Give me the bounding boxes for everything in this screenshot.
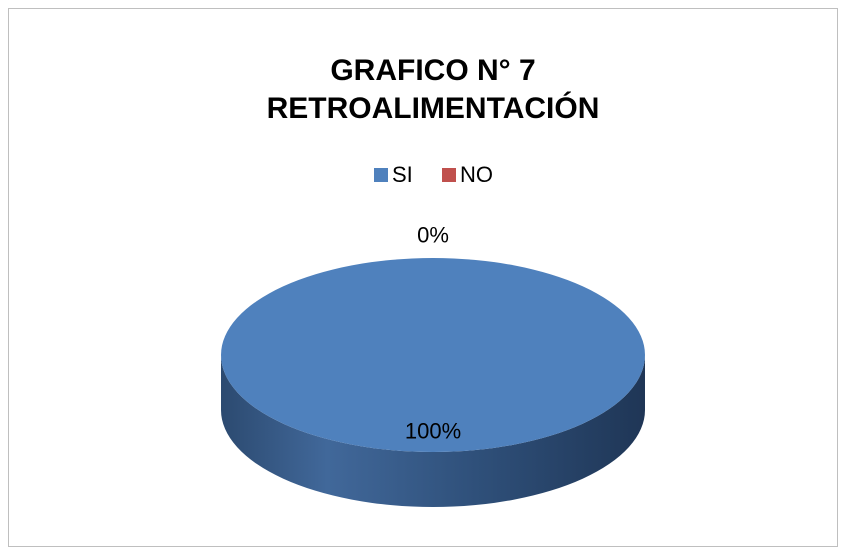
chart-title: GRAFICO N° 7 xyxy=(330,54,535,87)
pie-slice xyxy=(221,258,645,452)
data-label: 100% xyxy=(405,418,461,443)
data-label: 0% xyxy=(417,222,449,247)
chart-title: RETROALIMENTACIÓN xyxy=(267,91,600,125)
legend-label: NO xyxy=(460,162,493,187)
legend-swatch xyxy=(374,168,388,182)
legend-swatch xyxy=(442,168,456,182)
legend-label: SI xyxy=(392,162,413,187)
pie-side xyxy=(221,355,645,507)
